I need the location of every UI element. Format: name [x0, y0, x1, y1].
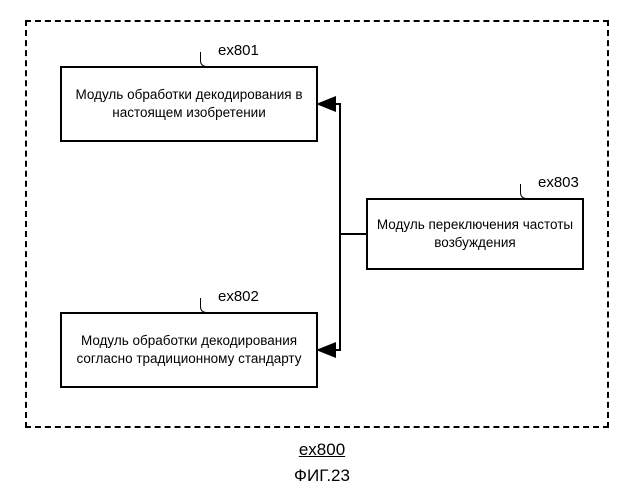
box-ex803: Модуль переключения частоты возбуждения — [366, 198, 584, 270]
box-ex801-text: Модуль обработки декодирования в настоящ… — [68, 86, 310, 122]
figure-label: ФИГ.23 — [282, 466, 362, 486]
box-ex802: Модуль обработки декодирования согласно … — [60, 312, 318, 388]
box-ex802-text: Модуль обработки декодирования согласно … — [68, 332, 310, 368]
box-ex801: Модуль обработки декодирования в настоящ… — [60, 66, 318, 142]
leader-ex803 — [520, 184, 539, 199]
label-ex801: ex801 — [218, 42, 259, 59]
label-ex803: ex803 — [538, 174, 579, 191]
leader-ex801 — [200, 52, 219, 67]
diagram-canvas: Модуль обработки декодирования в настоящ… — [0, 0, 634, 500]
label-ex802: ex802 — [218, 288, 259, 305]
box-ex803-text: Модуль переключения частоты возбуждения — [374, 216, 576, 252]
system-label: ex800 — [292, 440, 352, 460]
leader-ex802 — [200, 298, 219, 313]
